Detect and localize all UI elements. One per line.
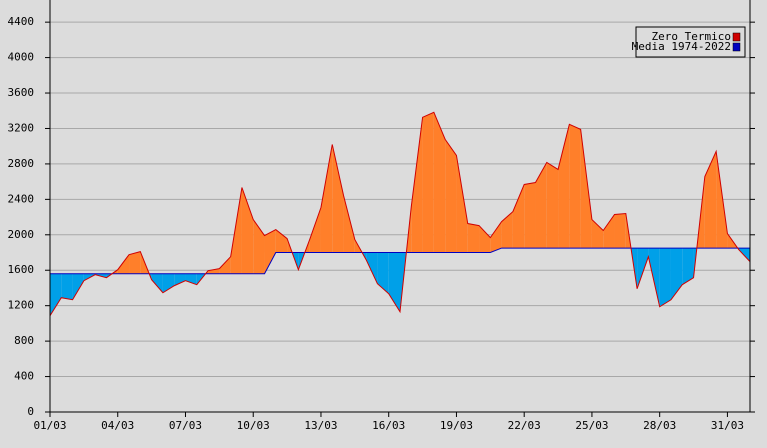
area-fill <box>50 273 62 316</box>
area-fill <box>512 184 525 249</box>
area-fill <box>682 248 694 285</box>
area-fill <box>558 124 570 249</box>
area-fill <box>422 112 434 253</box>
area-fill <box>433 112 446 253</box>
x-tick-label: 01/03 <box>33 419 66 432</box>
area-fill <box>704 151 717 249</box>
y-tick-label: 800 <box>14 334 34 347</box>
area-fill <box>535 162 547 249</box>
area-fill <box>659 248 671 307</box>
area-fill <box>411 117 423 253</box>
area-fill <box>162 273 175 293</box>
y-tick-label: 2800 <box>8 157 35 170</box>
area-fill <box>490 221 502 253</box>
x-tick-label: 31/03 <box>711 419 744 432</box>
area-fill <box>241 187 254 274</box>
y-tick-label: 2400 <box>8 192 35 205</box>
series-line <box>49 111 751 317</box>
area-fill <box>320 144 333 253</box>
area-fill <box>524 182 536 249</box>
area-fill <box>61 273 73 300</box>
area-fill <box>332 144 344 253</box>
y-tick-label: 3600 <box>8 86 35 99</box>
x-tick-label: 13/03 <box>304 419 337 432</box>
x-tick-label: 22/03 <box>508 419 541 432</box>
area-fill <box>603 214 615 249</box>
y-tick-label: 1600 <box>8 263 35 276</box>
area-fill <box>580 129 592 249</box>
area-fill <box>456 155 468 253</box>
legend-swatch <box>732 32 741 42</box>
area-fill <box>129 251 141 274</box>
area-fill <box>467 223 480 253</box>
series-line <box>50 247 750 275</box>
area-fill <box>479 225 491 253</box>
area-fill <box>174 273 186 286</box>
area-fill <box>637 248 649 289</box>
legend-box <box>635 26 746 58</box>
area-fill <box>264 229 276 274</box>
area-fill <box>275 229 288 253</box>
x-tick-label: 25/03 <box>575 419 608 432</box>
area-fill <box>72 273 84 300</box>
x-tick-label: 04/03 <box>101 419 134 432</box>
legend-label: Zero Termico <box>652 30 731 43</box>
x-tick-label: 19/03 <box>440 419 473 432</box>
x-tick-label: 28/03 <box>643 419 676 432</box>
area-fill <box>151 273 163 293</box>
y-tick-label: 1200 <box>8 299 35 312</box>
area-fill <box>670 248 683 300</box>
area-fill <box>569 124 581 249</box>
area-fill <box>614 213 626 249</box>
area-fill <box>208 268 220 274</box>
area-fill <box>591 219 604 249</box>
y-tick-label: 400 <box>14 370 34 383</box>
y-tick-label: 4000 <box>8 51 35 64</box>
area-fill <box>445 139 457 253</box>
y-tick-label: 4400 <box>8 15 35 28</box>
x-tick-label: 07/03 <box>169 419 202 432</box>
area-fill <box>309 207 321 253</box>
area-fill <box>388 252 400 312</box>
x-tick-label: 10/03 <box>237 419 270 432</box>
area-fill <box>185 273 197 285</box>
area-fill <box>377 252 389 294</box>
area-fill <box>117 254 130 274</box>
area-fill <box>343 195 355 253</box>
legend-swatch <box>732 42 741 52</box>
area-fill <box>546 162 559 249</box>
area-fill <box>501 211 513 249</box>
y-tick-label: 2000 <box>8 228 35 241</box>
area-fill <box>230 187 242 274</box>
y-tick-label: 0 <box>27 405 34 418</box>
area-fill <box>366 252 378 284</box>
area-fill <box>219 256 231 274</box>
y-tick-label: 3200 <box>8 121 35 134</box>
legend-label: Media 1974-2022 <box>632 40 731 53</box>
area-fill <box>253 219 265 274</box>
x-tick-label: 16/03 <box>372 419 405 432</box>
